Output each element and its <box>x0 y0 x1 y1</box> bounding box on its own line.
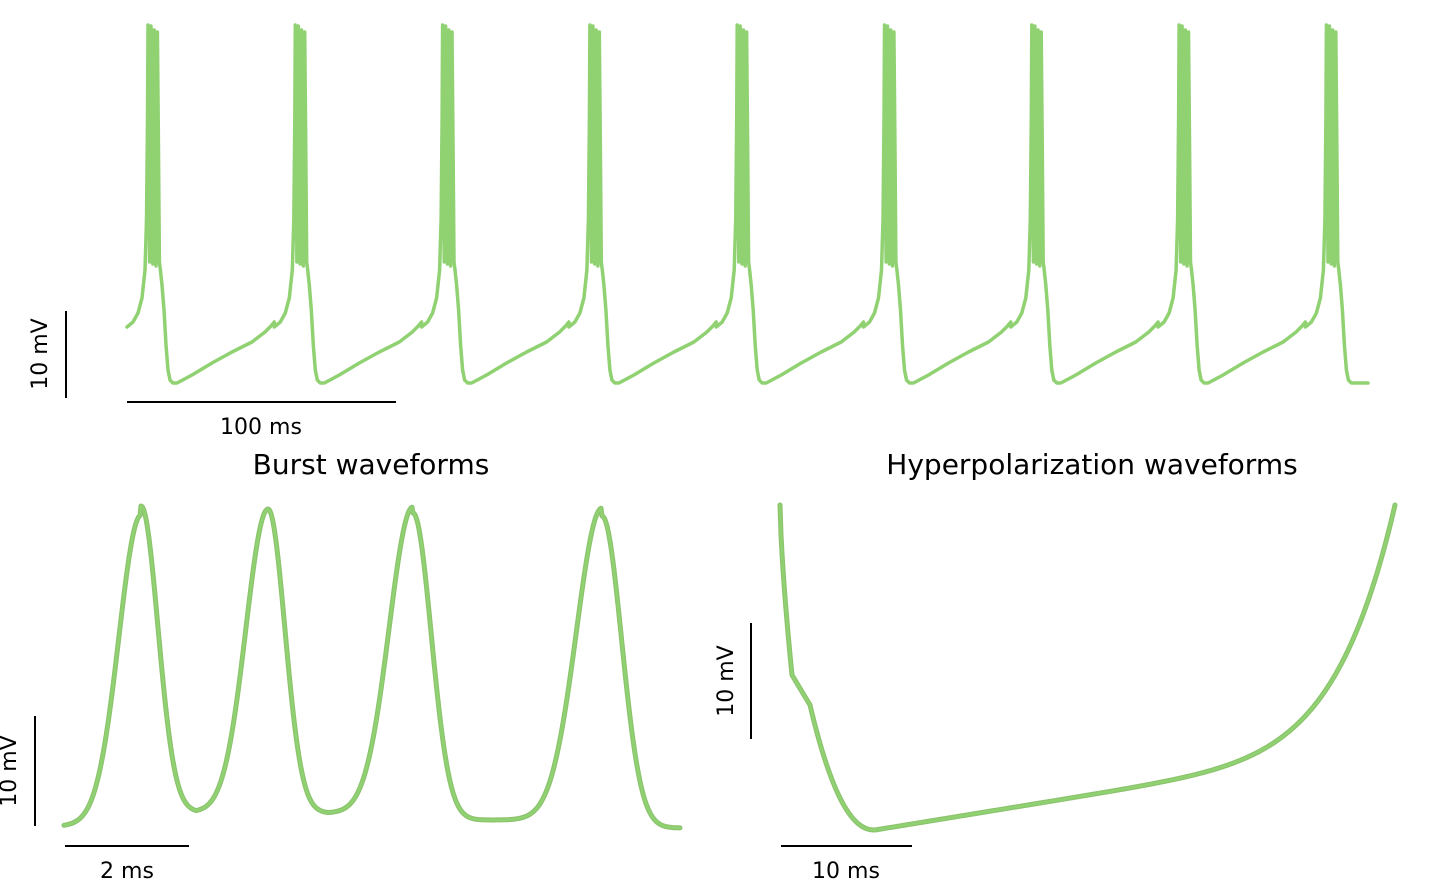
burst-voltage-trace <box>62 504 682 830</box>
main-y-scalebar-label: 10 mV <box>28 318 53 389</box>
hyper-x-scalebar-label: 10 ms <box>812 859 880 884</box>
burst-x-scalebar-label: 2 ms <box>100 859 154 884</box>
hyper-voltage-trace <box>778 503 1397 832</box>
burst-y-scalebar-label: 10 mV <box>0 735 22 806</box>
main-trace-panel: 10 mV 100 ms <box>28 23 1370 440</box>
hyper-y-scalebar-label: 10 mV <box>714 645 739 716</box>
burst-waveforms-panel: Burst waveforms 10 mV 2 ms <box>0 448 683 884</box>
main-x-scalebar-label: 100 ms <box>220 415 302 440</box>
hyperpolarization-waveforms-panel: Hyperpolarization waveforms 10 mV 10 ms <box>714 448 1398 884</box>
hyper-panel-title: Hyperpolarization waveforms <box>886 448 1297 481</box>
main-voltage-trace <box>125 23 1370 385</box>
hyper-overlay-trace <box>777 502 1398 833</box>
burst-panel-title: Burst waveforms <box>253 448 490 481</box>
